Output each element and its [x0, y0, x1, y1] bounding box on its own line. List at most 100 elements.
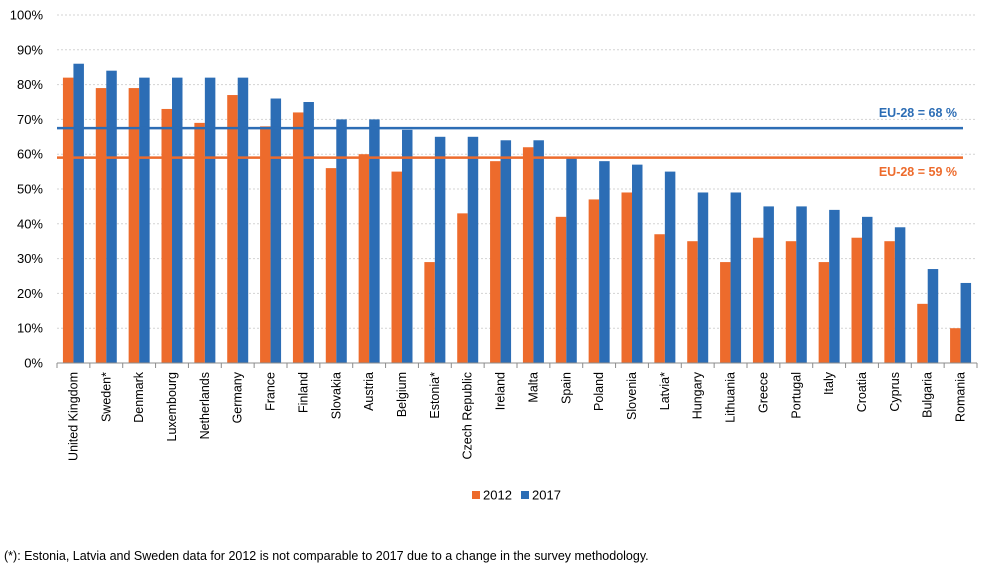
x-tick-label: Lithuania: [724, 372, 738, 423]
reference-lines: EU-28 = 68 % EU-28 = 59 %: [57, 106, 963, 179]
x-tick-label: Greece: [756, 372, 770, 413]
x-tick-label: Cyprus: [888, 372, 902, 412]
x-tick-label: Portugal: [789, 372, 803, 419]
x-tick-label: Netherlands: [198, 372, 212, 439]
legend-label-2012: 2012: [483, 488, 512, 503]
bar-2017: [632, 164, 643, 363]
x-tick-label: Croatia: [855, 372, 869, 412]
x-tick-label: Estonia*: [428, 372, 442, 419]
x-tick-label: Romania: [954, 372, 968, 422]
bar-2012: [950, 328, 961, 363]
bar-2012: [292, 112, 304, 363]
y-tick-label: 80%: [17, 77, 43, 92]
x-tick-label: Germany: [231, 371, 245, 423]
bar-2012: [194, 122, 205, 363]
bar-2012: [391, 171, 402, 363]
bar-2017: [730, 192, 742, 363]
bar-2017: [862, 216, 873, 363]
x-tick-label: Hungary: [691, 371, 705, 419]
bar-2017: [237, 77, 249, 363]
eu28-reference-label: EU-28 = 68 %: [879, 106, 957, 120]
bar-2017: [927, 269, 939, 363]
bar-2012: [621, 192, 632, 363]
bars: [62, 63, 972, 364]
bar-2012: [95, 88, 107, 363]
bar-2017: [829, 209, 840, 363]
bar-2017: [697, 192, 709, 363]
bar-2017: [172, 77, 183, 363]
bar-2017: [204, 77, 216, 363]
legend-swatch-2017: [521, 491, 529, 499]
x-tick-label: France: [264, 372, 278, 411]
y-tick-label: 70%: [17, 112, 43, 127]
legend: 2012 2017: [472, 488, 561, 503]
y-tick-label: 10%: [17, 321, 43, 336]
bar-2017: [500, 140, 512, 363]
bar-2017: [599, 161, 610, 363]
bar-2012: [522, 147, 534, 363]
bar-2012: [555, 216, 567, 363]
x-tick-label: Czech Republic: [461, 372, 475, 460]
legend-swatch-2012: [472, 491, 480, 499]
bar-2012: [260, 126, 271, 363]
x-tick-label: Latvia*: [658, 372, 672, 410]
y-tick-label: 90%: [17, 42, 43, 57]
bar-2012: [785, 241, 797, 363]
bar-2017: [664, 171, 676, 363]
bar-2012: [62, 77, 74, 363]
x-axis: United Kingdom Sweden* Denmark Luxembourg Ne…: [56, 362, 978, 461]
bar-2012: [358, 154, 370, 363]
bar-2012: [917, 303, 928, 363]
bar-2017: [369, 119, 380, 364]
bar-2012: [325, 168, 337, 363]
bar-2017: [796, 206, 807, 363]
y-tick-label: 50%: [17, 182, 43, 197]
eu28-reference-label: EU-28 = 59 %: [879, 165, 957, 179]
bar-2012: [851, 237, 862, 363]
x-tick-label: Sweden*: [99, 372, 113, 422]
bar-2017: [533, 140, 544, 363]
x-tick-label: Denmark: [132, 371, 146, 422]
bar-2012: [424, 262, 435, 363]
x-tick-label: Spain: [559, 372, 573, 404]
bar-2017: [960, 282, 972, 363]
y-tick-label: 40%: [17, 216, 43, 231]
bar-2012: [588, 199, 600, 363]
x-tick-label: Belgium: [395, 372, 409, 417]
bar-2012: [128, 88, 140, 363]
bar-2012: [720, 262, 731, 363]
bar-2017: [467, 136, 479, 363]
bar-2012: [490, 161, 501, 363]
bar-2017: [566, 157, 577, 363]
x-tick-label: Malta: [526, 372, 540, 403]
x-tick-label: Italy: [822, 371, 836, 395]
y-axis: 0% 10% 20% 30% 40% 50% 60% 70% 80% 90% 100%: [10, 8, 44, 371]
bar-2012: [884, 241, 895, 363]
bar-2012: [752, 237, 764, 363]
bar-2012: [818, 262, 830, 363]
y-tick-label: 60%: [17, 147, 43, 162]
x-tick-label: Luxembourg: [165, 372, 179, 442]
bar-2012: [161, 108, 172, 364]
bar-2012: [687, 241, 698, 363]
bar-2017: [434, 136, 446, 363]
legend-label-2017: 2017: [532, 488, 561, 503]
bar-2017: [139, 77, 150, 363]
bar-2017: [106, 70, 117, 364]
bar-chart: 0% 10% 20% 30% 40% 50% 60% 70% 80% 90% 100% EU-28 …: [10, 8, 978, 503]
x-tick-label: Bulgaria: [921, 372, 935, 418]
bar-2017: [270, 98, 282, 364]
footnote: (*): Estonia, Latvia and Sweden data for…: [4, 549, 649, 563]
bar-2017: [763, 206, 774, 363]
bar-2017: [402, 129, 413, 363]
x-tick-label: Ireland: [494, 372, 508, 410]
bar-2012: [227, 95, 238, 363]
bar-2012: [457, 213, 468, 363]
y-tick-label: 30%: [17, 251, 43, 266]
x-tick-label: Austria: [362, 372, 376, 411]
bar-2017: [894, 227, 906, 363]
y-tick-label: 100%: [10, 8, 44, 23]
bar-2017: [73, 63, 84, 363]
y-tick-label: 20%: [17, 286, 43, 301]
bar-2012: [654, 234, 665, 363]
